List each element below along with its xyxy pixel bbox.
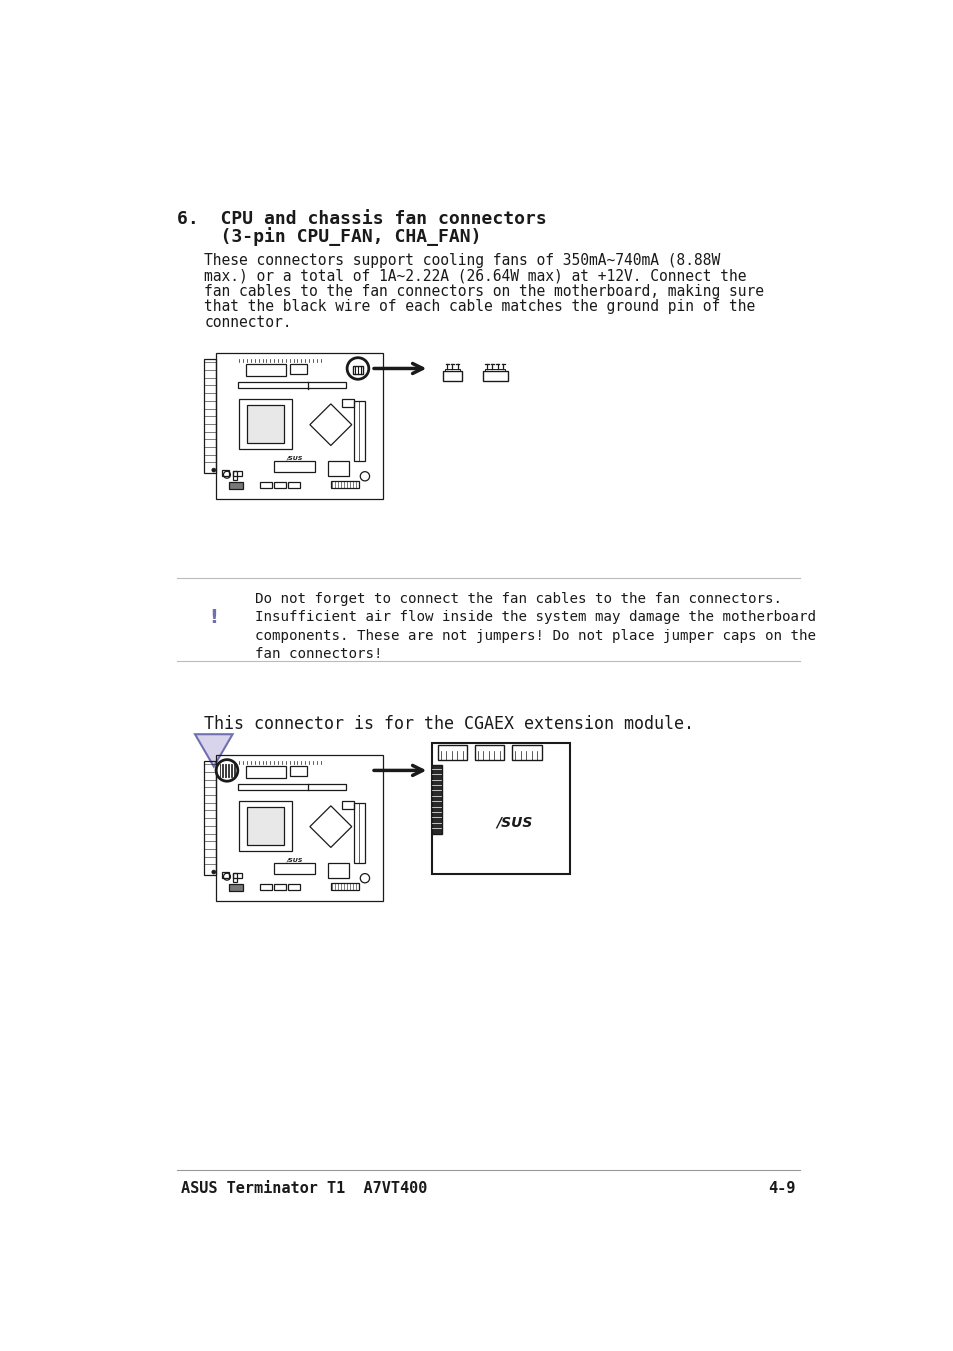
Bar: [245, 766, 286, 778]
Bar: [233, 471, 236, 480]
Bar: [233, 873, 236, 882]
Bar: [239, 801, 292, 851]
Text: Do not forget to connect the fan cables to the fan connectors.: Do not forget to connect the fan cables …: [254, 592, 781, 605]
Bar: [431, 765, 441, 835]
Bar: [288, 482, 299, 488]
Bar: [442, 372, 461, 381]
Bar: [328, 461, 349, 477]
Text: max.) or a total of 1A~2.22A (26.64W max) at +12V. Connect the: max.) or a total of 1A~2.22A (26.64W max…: [204, 269, 746, 284]
Bar: [274, 863, 314, 874]
Text: /SUS: /SUS: [286, 455, 302, 461]
Bar: [216, 353, 382, 500]
Bar: [341, 801, 354, 809]
Text: 4-9: 4-9: [768, 1181, 795, 1196]
Bar: [222, 871, 229, 878]
Bar: [288, 885, 299, 890]
Text: (3-pin CPU_FAN, CHA_FAN): (3-pin CPU_FAN, CHA_FAN): [177, 227, 481, 246]
Bar: [245, 363, 286, 376]
Bar: [274, 885, 286, 890]
Text: /SUS: /SUS: [286, 858, 302, 863]
Bar: [247, 808, 284, 846]
Bar: [290, 766, 307, 775]
Text: 6.  CPU and chassis fan connectors: 6. CPU and chassis fan connectors: [177, 209, 547, 228]
Circle shape: [212, 870, 215, 874]
Bar: [475, 744, 504, 761]
Bar: [290, 363, 307, 374]
Text: /SUS: /SUS: [496, 815, 532, 830]
Bar: [437, 744, 467, 761]
Bar: [233, 471, 242, 477]
Text: fan connectors!: fan connectors!: [254, 647, 382, 661]
Polygon shape: [194, 734, 233, 766]
Circle shape: [212, 469, 215, 471]
Bar: [237, 382, 346, 389]
Bar: [354, 401, 365, 461]
Bar: [445, 369, 459, 372]
Bar: [204, 359, 216, 473]
Bar: [229, 482, 243, 489]
Bar: [233, 873, 242, 878]
Text: !: !: [209, 608, 218, 627]
Bar: [239, 400, 292, 450]
Bar: [229, 885, 243, 892]
Text: components. These are not jumpers! Do not place jumper caps on the: components. These are not jumpers! Do no…: [254, 628, 815, 643]
Bar: [328, 863, 349, 878]
Bar: [353, 366, 362, 374]
Bar: [482, 372, 507, 381]
Bar: [216, 755, 382, 901]
Text: This connector is for the CGAEX extension module.: This connector is for the CGAEX extensio…: [204, 715, 694, 734]
Text: These connectors support cooling fans of 350mA~740mA (8.88W: These connectors support cooling fans of…: [204, 253, 720, 267]
Text: fan cables to the fan connectors on the motherboard, making sure: fan cables to the fan connectors on the …: [204, 284, 763, 299]
Bar: [237, 785, 346, 790]
Text: Insufficient air flow inside the system may damage the motherboard: Insufficient air flow inside the system …: [254, 611, 815, 624]
Bar: [484, 369, 505, 372]
Bar: [222, 470, 229, 477]
Text: ASUS Terminator T1  A7VT400: ASUS Terminator T1 A7VT400: [181, 1181, 427, 1196]
Text: connector.: connector.: [204, 315, 292, 330]
Bar: [260, 885, 272, 890]
Bar: [274, 482, 286, 488]
Text: that the black wire of each cable matches the ground pin of the: that the black wire of each cable matche…: [204, 299, 755, 315]
Bar: [260, 482, 272, 488]
Bar: [431, 743, 569, 874]
Bar: [512, 744, 541, 761]
Bar: [341, 400, 354, 407]
Bar: [204, 761, 216, 875]
Bar: [354, 802, 365, 863]
Bar: [274, 461, 314, 471]
Bar: [331, 481, 358, 488]
Bar: [331, 882, 358, 890]
Bar: [247, 405, 284, 443]
